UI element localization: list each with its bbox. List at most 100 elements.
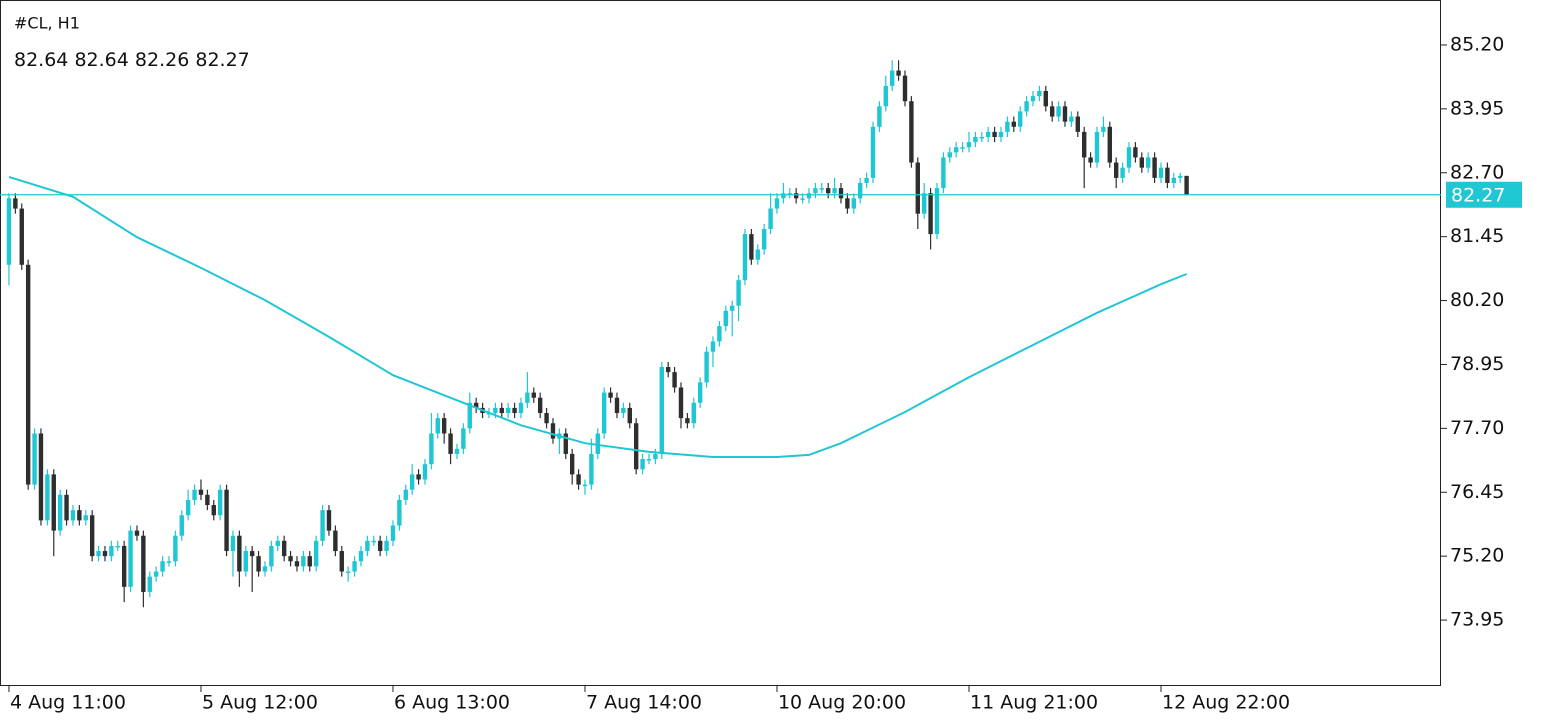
candle-body xyxy=(422,464,428,480)
close-value: 82.27 xyxy=(195,49,249,71)
candle-body xyxy=(512,407,517,414)
candle-body xyxy=(217,489,223,516)
candle-body xyxy=(397,499,402,526)
candle-body xyxy=(294,561,300,567)
candle-body xyxy=(550,423,556,439)
candle-body xyxy=(288,556,293,562)
candle-body xyxy=(646,459,652,461)
y-tick-label: 83.95 xyxy=(1450,97,1504,119)
candle-body xyxy=(141,535,146,592)
candle-body xyxy=(1101,126,1106,132)
candle-body xyxy=(966,142,972,148)
candle-body xyxy=(973,136,978,143)
candle-body xyxy=(627,407,632,424)
chart-title: #CL, H1 xyxy=(14,14,80,33)
candle-body xyxy=(576,474,581,485)
candle-body xyxy=(1120,167,1125,178)
candle-body xyxy=(1158,167,1164,178)
candle-body xyxy=(1177,175,1183,178)
candle-body xyxy=(237,535,242,572)
candle-body xyxy=(365,540,370,552)
candle-body xyxy=(582,484,588,487)
candle-body xyxy=(448,433,453,454)
candle-body xyxy=(249,551,255,557)
candle-body xyxy=(934,188,940,235)
candle-body xyxy=(326,510,332,531)
high-value: 82.64 xyxy=(74,49,128,71)
candle-body xyxy=(941,157,946,189)
candle-body xyxy=(595,433,600,454)
candle-body xyxy=(371,540,376,543)
candle-body xyxy=(736,280,741,306)
candle-body xyxy=(729,305,735,311)
candle-body xyxy=(621,407,626,414)
candle-body xyxy=(429,433,434,465)
ohlc-readout: 82.64 82.64 82.26 82.27 xyxy=(14,49,250,71)
candle-body xyxy=(352,561,357,572)
candle-body xyxy=(89,515,95,557)
candle-body xyxy=(77,510,82,521)
candle-body xyxy=(1043,90,1048,107)
x-tick-label: 6 Aug 13:00 xyxy=(394,692,510,714)
x-tick-label: 10 Aug 20:00 xyxy=(778,692,906,714)
candle-body xyxy=(473,402,479,408)
candle-body xyxy=(281,540,287,557)
candle-body xyxy=(1017,111,1023,127)
candle-body xyxy=(633,423,639,470)
candle-body xyxy=(781,193,786,199)
candle-body xyxy=(883,85,888,107)
candle-body xyxy=(915,162,920,214)
candle-body xyxy=(358,551,364,562)
candle-body xyxy=(115,545,120,548)
candle-body xyxy=(653,453,658,460)
y-tick-label: 80.20 xyxy=(1450,289,1504,311)
candle-body xyxy=(851,198,856,209)
candle-body xyxy=(857,183,863,199)
candle-body xyxy=(25,264,31,485)
candle-body xyxy=(493,407,498,414)
candle-body xyxy=(998,131,1004,137)
candle-body xyxy=(147,576,152,592)
candle-body xyxy=(1049,106,1055,117)
candle-body xyxy=(38,433,44,521)
candle-body xyxy=(755,249,760,260)
candle-body xyxy=(563,433,568,454)
candle-body xyxy=(1152,157,1157,178)
candle-body xyxy=(416,474,421,480)
candle-body xyxy=(640,459,645,470)
candle-body xyxy=(1145,157,1151,168)
candle-body xyxy=(1133,147,1138,158)
candle-body xyxy=(384,540,389,552)
candle-body xyxy=(947,152,952,158)
candle-body xyxy=(403,489,408,500)
candle-body xyxy=(813,188,818,194)
candle-body xyxy=(806,193,812,199)
candle-body xyxy=(57,494,63,531)
open-value: 82.64 xyxy=(14,49,68,71)
candle-body xyxy=(6,198,12,265)
candle-body xyxy=(1062,106,1068,122)
candle-body xyxy=(774,198,780,209)
candle-body xyxy=(1037,90,1042,97)
candle-body xyxy=(877,106,882,127)
candle-body xyxy=(185,499,191,516)
low-value: 82.26 xyxy=(135,49,189,71)
candle-body xyxy=(269,545,274,567)
candle-body xyxy=(454,448,460,454)
candle-body xyxy=(121,545,127,587)
candle-body xyxy=(979,136,984,139)
candle-body xyxy=(704,351,709,383)
candle-body xyxy=(51,474,56,531)
x-tick-label: 12 Aug 22:00 xyxy=(1162,692,1290,714)
candle-body xyxy=(301,556,306,567)
candle-body xyxy=(166,561,172,563)
candle-body xyxy=(64,494,69,521)
moving-average xyxy=(8,175,1187,458)
candle-body xyxy=(198,489,204,495)
candle-body xyxy=(1094,131,1100,163)
candle-body xyxy=(19,208,24,265)
candle-body xyxy=(1139,157,1144,168)
candle-body xyxy=(896,70,901,76)
candle-body xyxy=(505,407,511,414)
candle-body xyxy=(109,545,114,557)
